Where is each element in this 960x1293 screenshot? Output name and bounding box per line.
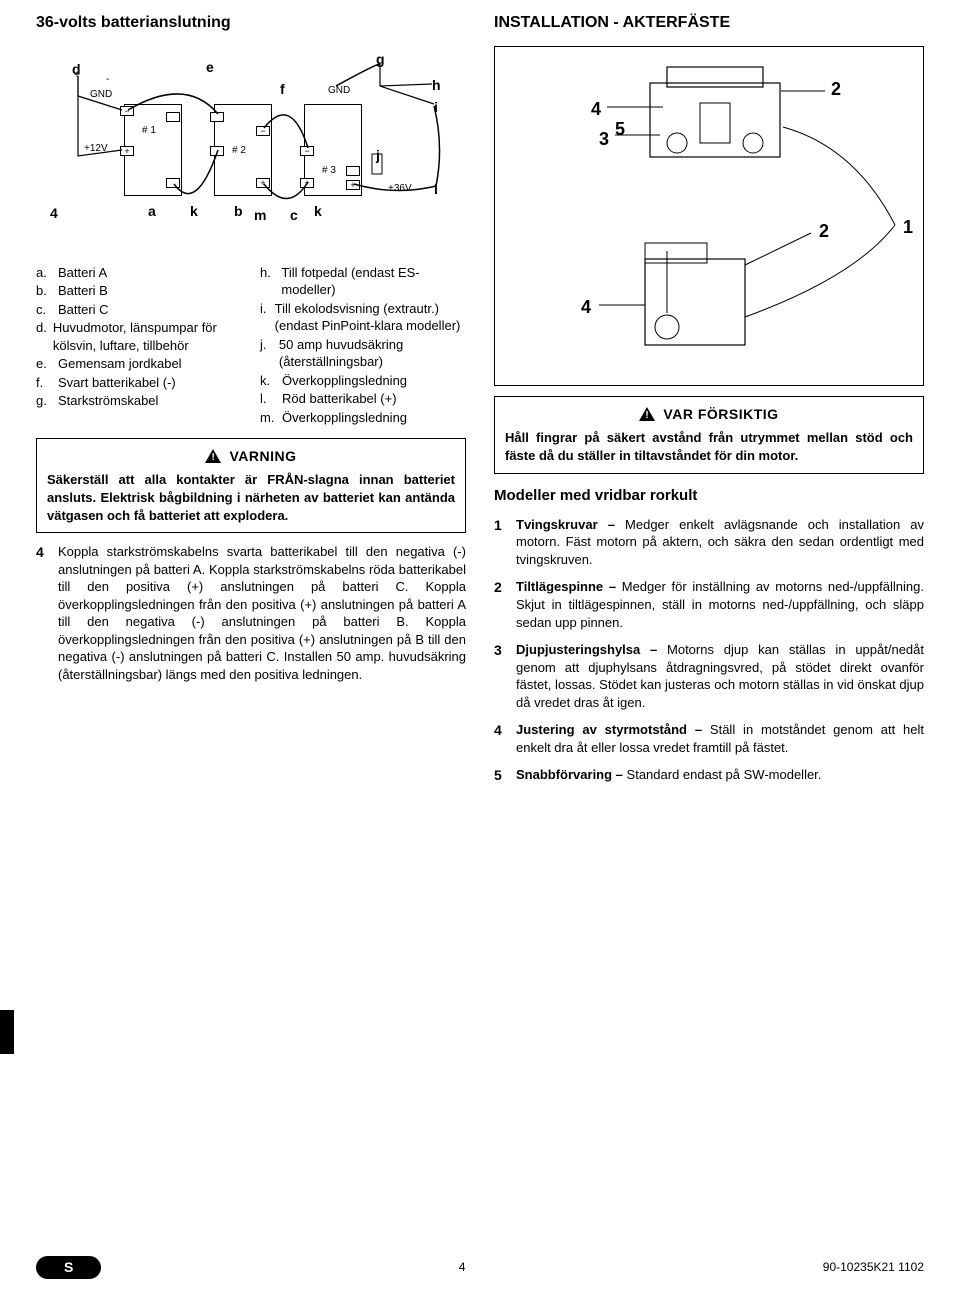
legend-row: d.Huvudmotor, länspumpar för kölsvin, lu… <box>36 319 242 354</box>
step4-text: Koppla starkströmskabelns svarta batteri… <box>58 543 466 683</box>
legend-row: i.Till ekolodsvisning (extrautr.) (endas… <box>260 300 466 335</box>
page-number: 4 <box>459 1259 466 1275</box>
caution-text: Håll fingrar på säkert avstånd från utry… <box>505 429 913 464</box>
item-body: Tiltlägespinne – Medger för inställning … <box>516 578 924 631</box>
legend-row: g. Starkströmskabel <box>36 392 242 410</box>
legend-val: Överkopplingsledning <box>282 409 407 427</box>
legend-row: h.Till fotpedal (endast ES-modeller) <box>260 264 466 299</box>
item-number: 1 <box>494 516 508 569</box>
legend-row: f. Svart batterikabel (-) <box>36 374 242 392</box>
legend-row: b. Batteri B <box>36 282 242 300</box>
legend-row: j.50 amp huvudsäkring (återställningsbar… <box>260 336 466 371</box>
item-lead: Justering av styrmotstånd – <box>516 722 710 737</box>
right-item: 3Djupjusteringshylsa – Motorns djup kan … <box>494 641 924 711</box>
item-number: 5 <box>494 766 508 785</box>
legend-key: m. <box>260 409 276 427</box>
item-text: Standard endast på SW-modeller. <box>627 767 822 782</box>
legend-key: b. <box>36 282 52 300</box>
step-4: 4 Koppla starkströmskabelns svarta batte… <box>36 543 466 683</box>
callout-2a: 2 <box>831 77 841 101</box>
item-number: 2 <box>494 578 508 631</box>
right-item: 2Tiltlägespinne – Medger för inställning… <box>494 578 924 631</box>
legend-key: i. <box>260 300 269 335</box>
caution-label: VAR FÖRSIKTIG <box>663 405 778 424</box>
legend-key: k. <box>260 372 276 390</box>
right-item: 1Tvingskruvar – Medger enkelt avlägsnand… <box>494 516 924 569</box>
right-item: 5 Snabbförvaring – Standard endast på SW-… <box>494 766 924 785</box>
legend: a.Batteri Ab.Batteri Bc.Batteri Cd.Huvud… <box>36 264 466 428</box>
svg-text:-: - <box>106 74 109 85</box>
subhead: Modeller med vridbar rorkult <box>494 486 924 506</box>
callout-3: 3 <box>599 127 609 151</box>
item-body: Tvingskruvar – Medger enkelt avlägsnande… <box>516 516 924 569</box>
legend-val: Överkopplingsledning <box>282 372 407 390</box>
legend-row: m. Överkopplingsledning <box>260 409 466 427</box>
wiring-diagram: d e f g h i j l k k m a b c 4 GND GND +1… <box>36 46 466 256</box>
item-number: 4 <box>494 721 508 756</box>
caution-icon <box>639 407 655 421</box>
legend-key: e. <box>36 355 52 373</box>
step4-num: 4 <box>36 543 50 683</box>
legend-val: Starkströmskabel <box>58 392 158 410</box>
legend-row: k. Överkopplingsledning <box>260 372 466 390</box>
legend-key: g. <box>36 392 52 410</box>
legend-key: d. <box>36 319 47 354</box>
legend-row: l. Röd batterikabel (+) <box>260 390 466 408</box>
warning-box: VARNING Säkerställ att alla kontakter är… <box>36 438 466 534</box>
legend-key: a. <box>36 264 52 282</box>
legend-key: j. <box>260 336 273 371</box>
callout-2b: 2 <box>819 219 829 243</box>
legend-key: h. <box>260 264 275 299</box>
caution-box: VAR FÖRSIKTIG Håll fingrar på säkert avs… <box>494 396 924 474</box>
legend-val: Till fotpedal (endast ES-modeller) <box>281 264 466 299</box>
item-lead: Tiltlägespinne – <box>516 579 622 594</box>
legend-key: f. <box>36 374 52 392</box>
footer: S 4 90-10235K21 1102 <box>36 1256 924 1279</box>
legend-val: Batteri A <box>58 264 107 282</box>
legend-val: Till ekolodsvisning (extrautr.) (endast … <box>275 300 466 335</box>
legend-val: Batteri B <box>58 282 108 300</box>
item-body: Djupjusteringshylsa – Motorns djup kan s… <box>516 641 924 711</box>
warning-icon <box>205 449 221 463</box>
legend-row: c. Batteri C <box>36 301 242 319</box>
legend-val: Röd batterikabel (+) <box>282 390 397 408</box>
wires-svg: + - <box>36 46 466 256</box>
item-body: Justering av styrmotstånd – Ställ in mot… <box>516 721 924 756</box>
warning-text: Säkerställ att alla kontakter är FRÅN-sl… <box>47 471 455 524</box>
left-title: 36-volts batterianslutning <box>36 12 466 34</box>
legend-row: a. Batteri A <box>36 264 242 282</box>
legend-val: Huvudmotor, länspumpar för kölsvin, luft… <box>53 319 242 354</box>
item-lead: Tvingskruvar – <box>516 517 625 532</box>
legend-val: Svart batterikabel (-) <box>58 374 176 392</box>
mount-diagram: 1 2 2 3 4 4 5 <box>494 46 924 386</box>
legend-key: c. <box>36 301 52 319</box>
right-title: INSTALLATION - AKTERFÄSTE <box>494 12 924 34</box>
legend-val: 50 amp huvudsäkring (återställningsbar) <box>279 336 466 371</box>
callout-4a: 4 <box>591 97 601 121</box>
legend-val: Batteri C <box>58 301 109 319</box>
legend-row: e. Gemensam jordkabel <box>36 355 242 373</box>
item-body: Snabbförvaring – Standard endast på SW-m… <box>516 766 821 785</box>
item-number: 3 <box>494 641 508 711</box>
left-edge-tab <box>0 1010 14 1054</box>
callout-5: 5 <box>615 117 625 141</box>
item-lead: Djupjusteringshylsa – <box>516 642 667 657</box>
lang-pill: S <box>36 1256 101 1279</box>
doc-number: 90-10235K21 1102 <box>823 1259 924 1275</box>
legend-key: l. <box>260 390 276 408</box>
svg-text:+: + <box>74 70 80 81</box>
warning-label: VARNING <box>229 447 296 466</box>
right-item: 4Justering av styrmotstånd – Ställ in mo… <box>494 721 924 756</box>
legend-val: Gemensam jordkabel <box>58 355 182 373</box>
callout-1: 1 <box>903 215 913 239</box>
callout-4b: 4 <box>581 295 591 319</box>
item-lead: Snabbförvaring – <box>516 767 627 782</box>
